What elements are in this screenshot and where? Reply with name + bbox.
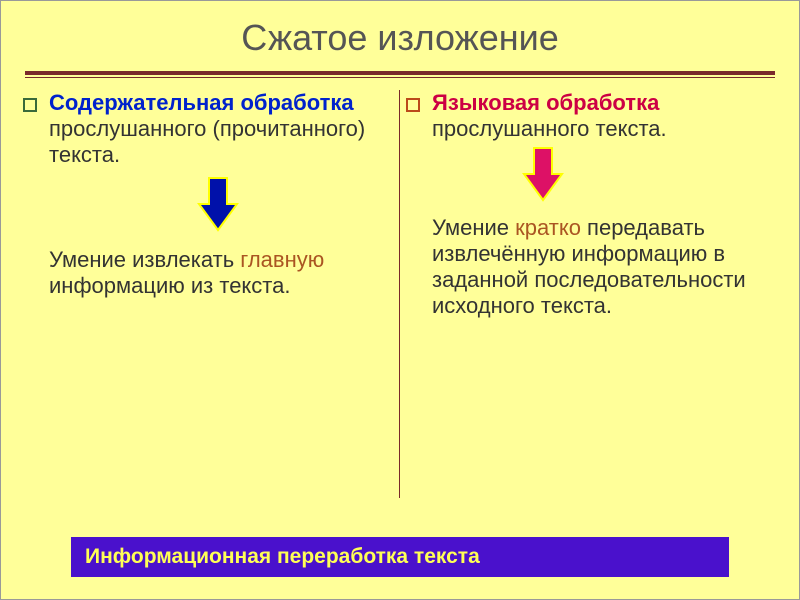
left-para2: Умение извлекать главную информацию из т… bbox=[49, 247, 387, 299]
footer-box: Информационная переработка текста bbox=[71, 537, 729, 577]
slide: Сжатое изложение Содержательная обработк… bbox=[0, 0, 800, 600]
right-heading-rest: прослушанного текста. bbox=[432, 116, 667, 141]
right-heading-colored: Языковая обработка bbox=[432, 90, 659, 115]
right-heading: Языковая обработка прослушанного текста. bbox=[432, 90, 763, 142]
columns: Содержательная обработка прослушанного (… bbox=[1, 78, 799, 498]
right-para2-highlight: кратко bbox=[515, 215, 581, 240]
slide-title: Сжатое изложение bbox=[1, 1, 799, 71]
arrow-down-icon bbox=[197, 176, 239, 232]
bullet-icon bbox=[406, 98, 420, 112]
left-heading-colored: Содержательная обработка bbox=[49, 90, 354, 115]
left-heading-rest: прослушанного (прочитанного) текста. bbox=[49, 116, 365, 167]
left-para2-highlight: главную bbox=[240, 247, 324, 272]
bullet-icon bbox=[23, 98, 37, 112]
left-para2-post: информацию из текста. bbox=[49, 273, 290, 298]
footer-text: Информационная переработка текста bbox=[85, 545, 480, 568]
column-left: Содержательная обработка прослушанного (… bbox=[25, 90, 400, 498]
divider-thick bbox=[25, 71, 775, 75]
left-heading: Содержательная обработка прослушанного (… bbox=[49, 90, 387, 168]
arrow-down-left bbox=[49, 176, 387, 237]
left-para2-pre: Умение извлекать bbox=[49, 247, 240, 272]
arrow-down-right bbox=[432, 146, 763, 207]
arrow-down-icon bbox=[522, 146, 564, 202]
right-para2-pre: Умение bbox=[432, 215, 515, 240]
right-para2: Умение кратко передавать извлечённую инф… bbox=[432, 215, 763, 319]
column-right: Языковая обработка прослушанного текста.… bbox=[400, 90, 775, 498]
